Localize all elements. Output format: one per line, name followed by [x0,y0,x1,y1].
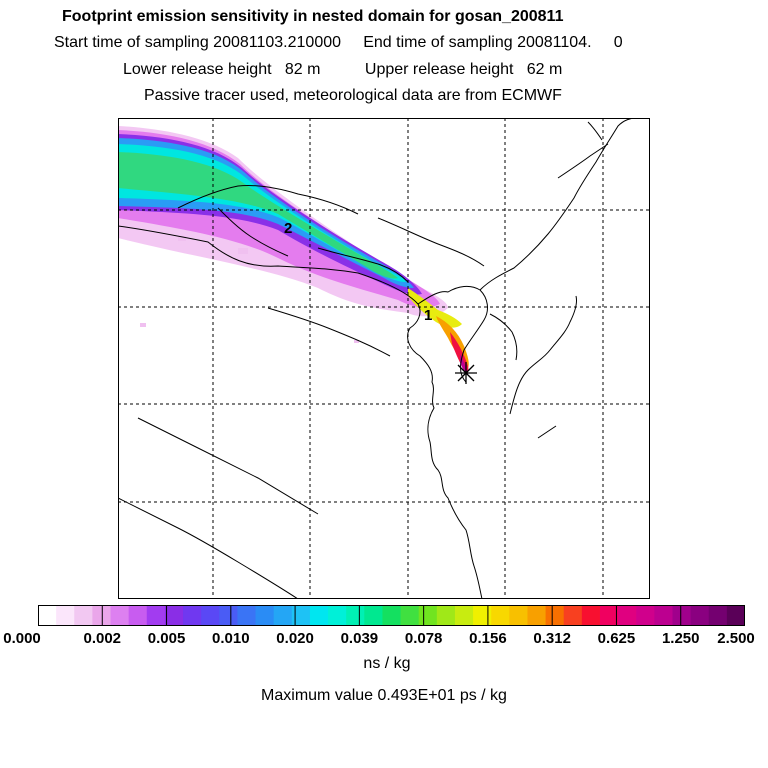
colorbar-cell [726,605,745,626]
colorbar-cell [92,605,112,626]
maximum-value: Maximum value 0.493E+01 ps / kg [261,687,507,704]
colorbar-tick-label: 0.000 [3,630,41,647]
tracer-info: Passive tracer used, meteorological data… [144,87,562,104]
colorbar-cell [545,605,565,626]
colorbar-cell [527,605,547,626]
colorbar-cell [382,605,402,626]
colorbar-cell [328,605,347,626]
footprint-map: 2 1 [118,118,650,599]
colorbar-cell [418,605,438,626]
colorbar-cell [219,605,238,626]
colorbar [38,605,745,626]
colorbar-tick-label: 0.039 [340,630,379,647]
coastlines [118,118,639,599]
colorbar-cell [636,605,655,626]
colorbar-cell [491,605,510,626]
colorbar-cell [563,605,583,626]
colorbar-tick-label: 0.312 [533,630,571,647]
colorbar-cell [110,605,130,626]
colorbar-cell [618,605,637,626]
colorbar-cell [599,605,619,626]
sampling-times: Start time of sampling 20081103.210000 E… [54,34,623,51]
colorbar-cell [509,605,528,626]
colorbar-cell [364,605,383,626]
colorbar-tick-label: 0.005 [147,630,186,647]
colorbar-tick-label: 2.500 [717,630,755,647]
plot-title: Footprint emission sensitivity in nested… [62,8,564,25]
trajectory-label-1: 1 [424,307,432,324]
speckles [140,236,359,343]
colorbar-cell [400,605,420,626]
colorbar-cell [473,605,492,626]
plume-core-yellow [408,288,462,328]
colorbar-cell [708,605,728,626]
trajectory-label-2: 2 [284,220,292,237]
colorbar-tick-label: 0.020 [276,630,314,647]
colorbar-tick-label: 1.250 [661,630,700,647]
colorbar-cell [56,605,75,626]
colorbar-tick-label: 0.078 [404,630,443,647]
colorbar-cell [672,605,692,626]
colorbar-cell [164,605,184,626]
colorbar-cell [309,605,329,626]
colorbar-cell [581,605,601,626]
colorbar-tick-label: 0.625 [597,630,636,647]
colorbar-units: ns / kg [363,655,411,672]
colorbar-cell [654,605,673,626]
colorbar-cell [436,605,456,626]
lat-lon-grid [118,118,650,599]
colorbar-tick-label: 0.156 [469,630,507,647]
station-star-icon [455,362,477,384]
colorbar-cell [146,605,166,626]
colorbar-cell [454,605,474,626]
colorbar-cell [273,605,293,626]
colorbar-cell [255,605,275,626]
plume-green [118,152,398,279]
colorbar-cell [183,605,202,626]
colorbar-cell [346,605,365,626]
colorbar-cell [38,605,57,626]
colorbar-cell [291,605,311,626]
release-heights: Lower release height 82 m Upper release … [123,61,563,78]
colorbar-tick-label: 0.002 [83,630,122,647]
colorbar-cell [690,605,710,626]
colorbar-cell [128,605,148,626]
colorbar-cell [237,605,257,626]
colorbar-cell [201,605,220,626]
colorbar-cell [74,605,93,626]
colorbar-tick-label: 0.010 [212,630,250,647]
